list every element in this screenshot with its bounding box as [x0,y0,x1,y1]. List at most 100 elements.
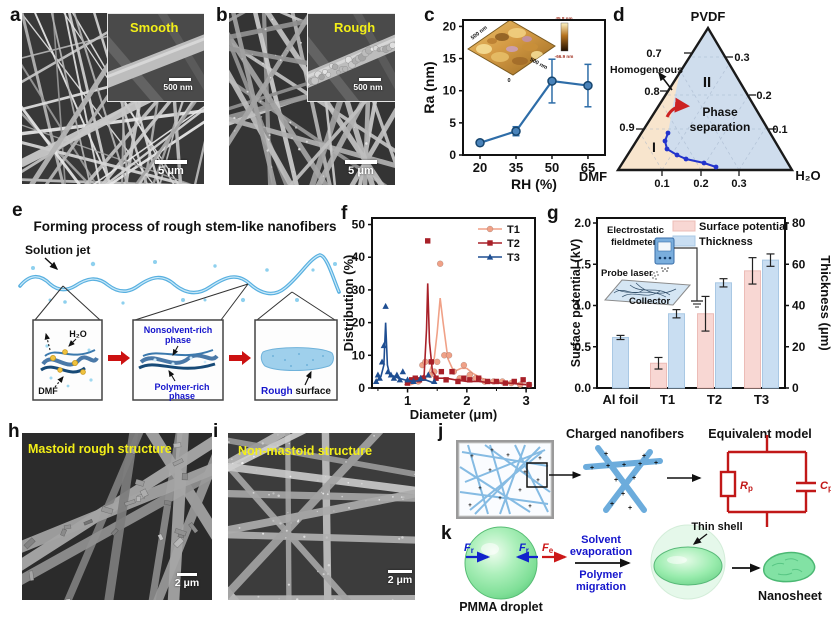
nanofiber-mat-box [458,442,552,517]
svg-text:T2: T2 [707,392,722,407]
process-arrow-1 [108,351,130,365]
svg-text:+: + [638,461,642,468]
panel-d-letter: d [613,5,625,26]
svg-text:65: 65 [581,160,595,175]
panel-i-letter: i [213,421,219,442]
svg-text:+: + [621,491,625,498]
svg-text:Electrostatic: Electrostatic [607,225,664,236]
scalebar [155,160,187,164]
svg-text:60: 60 [792,257,806,271]
svg-text:80: 80 [792,216,806,230]
svg-text:5: 5 [449,116,456,130]
scalebar [177,573,197,576]
svg-text:Al foil: Al foil [602,392,638,407]
scalebar-label: 2 μm [174,577,200,589]
nanosheet-wrinkles [771,558,803,576]
h2o-arrow [68,338,77,347]
nanosheet-formation-schematic: Fr Fr Fe PMMA droplet Solvent evaporatio… [459,521,823,614]
sem-inset-rough: Rough 500 nm [307,13,395,102]
force-fr-right-label: Fr [519,542,529,555]
svg-text:+: + [490,448,494,454]
sem-inset-smooth: Smooth 500 nm [107,13,204,102]
svg-text:10: 10 [352,348,366,362]
nanosheet-label: Nanosheet [758,589,823,603]
panel-f-letter: f [341,203,348,224]
force-fr-left-label: Fr [464,542,474,555]
forming-process-schematic: Forming process of rough stem-like nanof… [18,219,341,401]
sem-inset-image-smooth [108,14,204,101]
svg-text:+: + [614,477,618,484]
phase-separation-sketch [138,345,219,382]
svg-text:+: + [654,460,658,467]
diameter-distribution-chart: 0 10 20 30 40 50 1 2 3 Diameter (μm) Distribution … [341,217,536,422]
sem-panel-non-mastoid: Non-mastoid structure 2 μm [228,433,415,600]
svg-text:0: 0 [449,148,456,162]
panel-j-letter: j [438,421,444,442]
svg-text:T3: T3 [507,252,520,264]
svg-text:Thickness: Thickness [699,236,753,248]
scalebar-label: 5 μm [348,165,374,177]
svg-text:0: 0 [358,381,365,395]
svg-text:T1: T1 [660,392,675,407]
solvent-evaporation-label-2: evaporation [570,546,633,558]
svg-text:20: 20 [443,19,457,33]
svg-text:1: 1 [404,393,411,408]
charged-nanofibers-label: Charged nanofibers [566,427,684,441]
polymer-migration-label-2: migration [576,581,626,593]
solvent-evaporation-label-1: Solvent [581,534,621,546]
h2o-label: H₂O [69,329,87,339]
zoom-region-box [526,462,548,488]
solution-jet-label: Solution jet [25,243,90,257]
rough-surface-label: Rough surface [261,386,331,397]
polymer-rich-label-2: phase [169,391,195,401]
svg-text:0.1: 0.1 [654,178,669,190]
svg-text:+: + [642,453,646,460]
thin-shell-arrow [692,533,708,545]
svg-text:DMF: DMF [579,169,607,184]
svg-text:0.0: 0.0 [574,381,591,395]
svg-text:0.5: 0.5 [574,340,591,354]
polymer-rich-label-1: Polymer-rich [154,382,209,392]
inset-scalebar [359,78,381,81]
svg-text:+: + [498,496,502,502]
nanosheet-shape [763,551,816,583]
svg-text:-66.9 nm: -66.9 nm [555,54,574,59]
svg-text:45.8 nm: 45.8 nm [555,16,572,21]
sem-panel-mastoid: Mastoid rough structure 2 μm [22,433,212,600]
svg-text:+: + [538,456,542,462]
panel-e-title: Forming process of rough stem-like nanof… [33,219,336,234]
polymer-migration-label-1: Polymer [579,569,623,581]
svg-text:Phase: Phase [702,105,738,119]
svg-text:+: + [506,453,510,459]
svg-text:Probe laser: Probe laser [601,268,653,279]
svg-text:3: 3 [522,393,529,408]
nonsolvent-rich-label-2: phase [165,335,191,345]
svg-text:2.0: 2.0 [574,216,591,230]
rc-circuit [719,435,816,527]
svg-text:+: + [606,463,610,470]
inset-scalebar [169,78,191,81]
svg-text:20: 20 [473,160,487,175]
core-highlight [667,556,687,564]
svg-text:separation: separation [690,120,751,134]
sem-image-mastoid [22,433,212,600]
svg-text:T3: T3 [754,392,769,407]
panel-c-letter: c [424,5,435,26]
inset-scalebar-label: 500 nm [163,82,193,92]
svg-text:+: + [523,470,527,476]
triad-charge-marks: + + + + ++++ ++++ [590,451,658,512]
svg-text:T2: T2 [507,238,520,250]
svg-text:Distribution (%): Distribution (%) [341,255,356,352]
svg-text:35: 35 [509,160,523,175]
rough-fiber-sketch [260,347,334,386]
svg-text:2: 2 [463,393,470,408]
svg-text:20: 20 [792,340,806,354]
svg-text:+: + [622,462,626,469]
pmma-droplet-label: PMMA droplet [459,600,543,614]
panel-g-letter: g [547,203,559,224]
panel-h-letter: h [8,421,20,442]
process-arrow-2 [229,351,251,365]
svg-text:0.8: 0.8 [644,86,659,98]
svg-text:1.5: 1.5 [574,257,591,271]
